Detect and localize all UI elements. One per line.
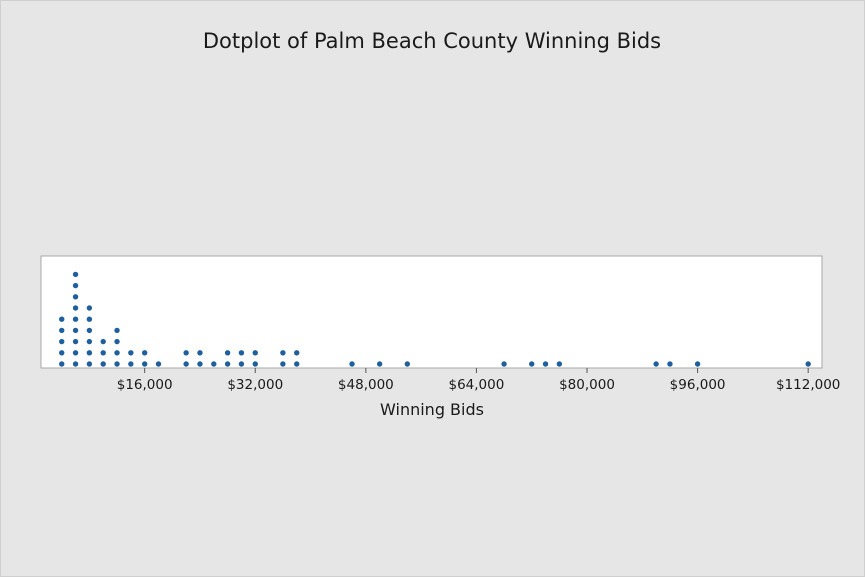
dot-point: [86, 350, 93, 356]
chart-title: Dotplot of Palm Beach County Winning Bid…: [203, 29, 661, 53]
dot-point: [280, 361, 286, 367]
x-tick-label: $80,000: [559, 377, 615, 393]
x-tick-label: $32,000: [227, 377, 283, 393]
dot-point: [653, 361, 659, 367]
dot-point: [59, 338, 65, 345]
dot-point: [128, 350, 134, 356]
dot-point: [238, 350, 245, 356]
dot-point: [805, 361, 811, 367]
dot-point: [294, 361, 300, 367]
dot-point: [183, 361, 189, 367]
dot-point: [238, 361, 245, 367]
dot-point: [404, 361, 411, 367]
x-tick-label: $112,000: [776, 377, 840, 393]
dot-point: [114, 338, 120, 345]
dot-point: [376, 361, 383, 367]
dot-point: [72, 271, 79, 278]
dot-point: [224, 350, 231, 356]
x-axis-ticks: $16,000 $32,000 $48,000 $64,000 $80,000 $96,0…: [117, 368, 840, 393]
dot-point: [197, 361, 203, 367]
dot-point: [197, 350, 203, 356]
dot-point: [280, 350, 286, 356]
dot-point: [114, 361, 120, 367]
dot-point: [86, 338, 93, 345]
dot-point: [183, 350, 189, 356]
dot-point: [72, 327, 79, 334]
dot-point: [86, 361, 93, 367]
dot-point: [529, 361, 535, 367]
dot-point: [114, 327, 120, 334]
x-tick-label: $96,000: [670, 377, 726, 393]
dots-group: [59, 271, 811, 367]
dot-point: [72, 350, 79, 356]
dot-point: [59, 350, 65, 356]
dot-point: [224, 361, 231, 367]
x-tick-label: $48,000: [338, 377, 394, 393]
dot-point: [542, 361, 549, 367]
x-tick-label: $64,000: [449, 377, 505, 393]
dot-point: [72, 361, 79, 367]
dot-point: [252, 361, 258, 367]
dot-point: [141, 361, 148, 367]
dot-point: [294, 350, 300, 356]
dot-point: [252, 350, 258, 356]
dot-point: [72, 294, 79, 300]
x-axis-label: Winning Bids: [380, 400, 484, 419]
dot-point: [141, 350, 148, 356]
dot-point: [100, 338, 106, 345]
dot-point: [667, 361, 673, 367]
dot-point: [59, 361, 65, 367]
dot-point: [155, 361, 162, 367]
dot-point: [72, 338, 79, 345]
dot-point: [72, 282, 79, 289]
dot-point: [86, 316, 93, 322]
dot-point: [72, 316, 79, 322]
dot-point: [128, 361, 134, 367]
dot-point: [100, 350, 106, 356]
x-tick-label: $16,000: [117, 377, 173, 393]
dot-point: [211, 361, 217, 367]
dot-point: [72, 305, 79, 311]
dot-point: [694, 361, 701, 367]
plot-area: [40, 255, 823, 369]
dot-point: [501, 361, 507, 367]
dot-point: [556, 361, 563, 367]
dot-point: [59, 327, 65, 334]
dot-point: [86, 327, 93, 334]
dot-point: [100, 361, 106, 367]
dot-point: [114, 350, 120, 356]
dot-point: [349, 361, 355, 367]
dot-point: [59, 316, 65, 322]
dot-point: [86, 305, 93, 311]
